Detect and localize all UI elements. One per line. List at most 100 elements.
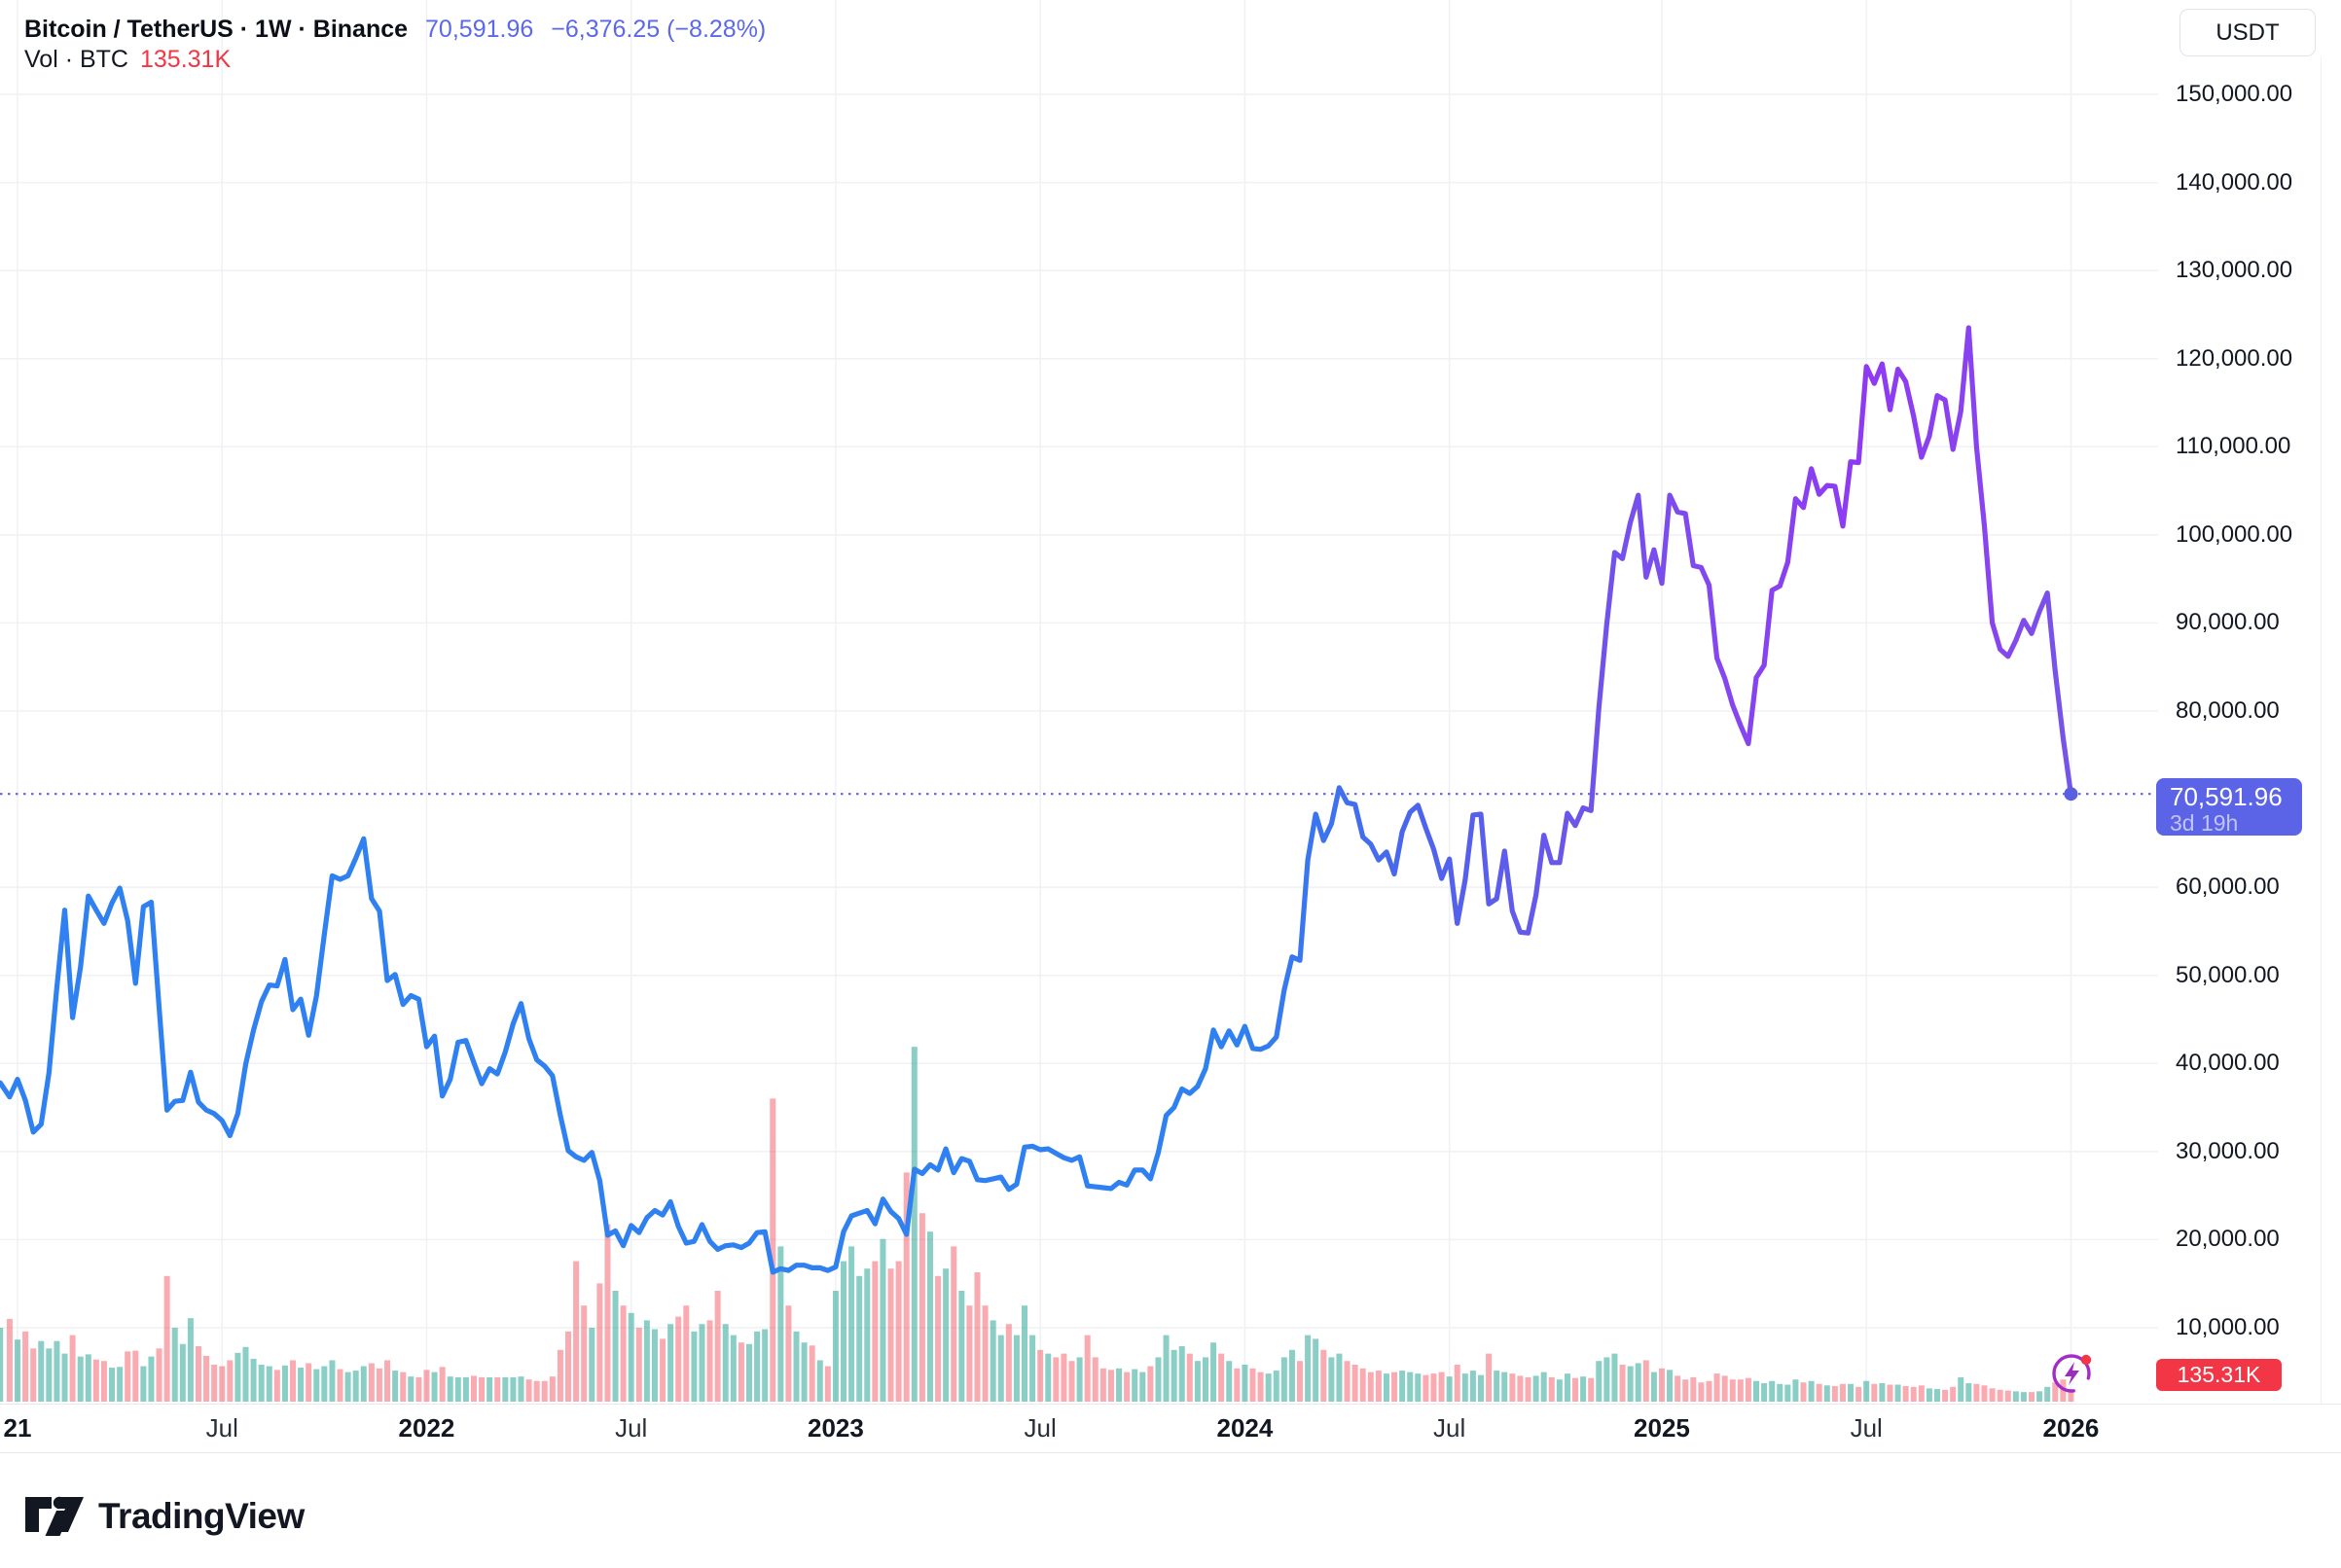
volume-bar xyxy=(1737,1379,1744,1402)
volume-bar xyxy=(219,1366,226,1402)
volume-bar xyxy=(1564,1373,1570,1402)
currency-unit-button[interactable]: USDT xyxy=(2179,9,2316,56)
time-axis[interactable]: 21 Jul 2022 Jul 2023 Jul 2024 Jul 2025 Jul 2026 xyxy=(0,1404,2341,1453)
bar-countdown: 3d 19h xyxy=(2170,810,2239,837)
volume-bar xyxy=(1053,1357,1060,1402)
volume-bar xyxy=(777,1246,784,1402)
volume-bar xyxy=(1501,1372,1508,1402)
chart-legend: Bitcoin / TetherUS · 1W · Binance 70,591.… xyxy=(24,14,766,74)
volume-bar xyxy=(1753,1380,1760,1402)
volume-bar xyxy=(1910,1386,1917,1402)
volume-bar xyxy=(1099,1368,1106,1402)
volume-bar xyxy=(549,1376,556,1402)
volume-bar xyxy=(1879,1383,1886,1402)
volume-bar xyxy=(1769,1380,1776,1402)
volume-bar xyxy=(1013,1335,1020,1402)
volume-bar xyxy=(384,1360,391,1402)
axis-pane-divider xyxy=(2321,56,2322,1451)
volume-bar xyxy=(2012,1391,2019,1402)
volume-bar xyxy=(1226,1361,1233,1402)
volume-bar xyxy=(714,1291,721,1402)
volume-bar xyxy=(1438,1372,1445,1402)
volume-bar xyxy=(2044,1386,2051,1402)
volume-bar xyxy=(376,1368,382,1402)
volume-bar xyxy=(660,1338,666,1402)
symbol-title[interactable]: Bitcoin / TetherUS · 1W · Binance xyxy=(24,16,409,43)
volume-bar xyxy=(211,1365,218,1402)
tradingview-logo-link[interactable]: TradingView xyxy=(24,1491,305,1542)
volume-bar xyxy=(352,1371,359,1402)
volume-bar xyxy=(651,1329,658,1402)
volume-bar xyxy=(1887,1384,1893,1402)
volume-bar xyxy=(895,1261,902,1402)
volume-bar xyxy=(1124,1372,1131,1402)
volume-bar xyxy=(903,1172,910,1402)
volume-bar xyxy=(2052,1382,2059,1402)
flash-ideas-button[interactable] xyxy=(2048,1350,2099,1399)
volume-bar xyxy=(1265,1373,1272,1402)
volume-bar xyxy=(1973,1383,1980,1402)
time-tick-label: Jul xyxy=(1433,1413,1466,1443)
volume-bar xyxy=(1965,1383,1972,1402)
volume-bar xyxy=(1218,1353,1225,1402)
volume-bar xyxy=(1273,1371,1279,1402)
volume-bar xyxy=(1548,1376,1555,1402)
volume-bar xyxy=(1461,1373,1468,1402)
volume-bar xyxy=(918,1213,925,1402)
volume-bar xyxy=(864,1268,871,1402)
volume-bar xyxy=(1675,1375,1681,1402)
volume-legend-label[interactable]: Vol · BTC xyxy=(24,46,128,73)
volume-bar xyxy=(321,1366,328,1402)
volume-bar xyxy=(1494,1371,1500,1402)
volume-bar xyxy=(1280,1357,1287,1402)
volume-bar xyxy=(61,1353,68,1402)
volume-bar xyxy=(1823,1385,1830,1402)
last-price-value: 70,591.96 xyxy=(425,16,534,43)
price-change-value: −6,376.25 (−8.28%) xyxy=(551,16,767,43)
volume-bar xyxy=(1313,1338,1319,1402)
volume-bar xyxy=(1855,1386,1862,1402)
volume-bar xyxy=(502,1376,509,1402)
tradingview-wordmark: TradingView xyxy=(98,1496,305,1536)
volume-bar xyxy=(596,1283,603,1402)
volume-bar xyxy=(266,1366,272,1402)
volume-bar xyxy=(1525,1376,1531,1402)
volume-bar xyxy=(1155,1357,1162,1402)
volume-bar xyxy=(1391,1372,1398,1402)
volume-bar xyxy=(1981,1385,1988,1402)
volume-bar xyxy=(408,1376,414,1402)
volume-bar xyxy=(911,1047,918,1402)
last-price-badge: 70,591.96 3d 19h xyxy=(2156,778,2302,837)
volume-bar xyxy=(824,1366,831,1402)
volume-bar xyxy=(400,1372,407,1402)
volume-bar xyxy=(344,1372,351,1402)
volume-bar xyxy=(1942,1389,1949,1402)
volume-bar xyxy=(1037,1349,1044,1402)
volume-bar xyxy=(1839,1383,1846,1402)
volume-bar xyxy=(762,1329,769,1402)
time-tick-label: Jul xyxy=(1024,1413,1057,1443)
volume-bar xyxy=(1359,1368,1366,1402)
time-tick-label: Jul xyxy=(1850,1413,1883,1443)
volume-bar xyxy=(1446,1376,1453,1402)
volume-bar xyxy=(1022,1305,1028,1402)
volume-bar xyxy=(69,1335,76,1402)
volume-bar xyxy=(1477,1374,1484,1402)
price-tick-label: 140,000.00 xyxy=(2176,168,2293,196)
volume-bar xyxy=(1045,1353,1052,1402)
volume-bar xyxy=(785,1305,792,1402)
volume-bar xyxy=(1178,1346,1185,1402)
volume-bar xyxy=(163,1275,170,1402)
volume-bar xyxy=(816,1360,823,1402)
volume-bar xyxy=(1383,1373,1389,1402)
lightning-bolt-glyph xyxy=(2065,1362,2079,1385)
volume-bar xyxy=(1721,1375,1728,1402)
volume-bar xyxy=(1658,1368,1665,1402)
volume-bar xyxy=(6,1318,13,1402)
volume-bar xyxy=(541,1380,548,1402)
volume-bar xyxy=(754,1331,761,1402)
volume-bar xyxy=(368,1363,375,1402)
volume-bar xyxy=(722,1324,729,1402)
